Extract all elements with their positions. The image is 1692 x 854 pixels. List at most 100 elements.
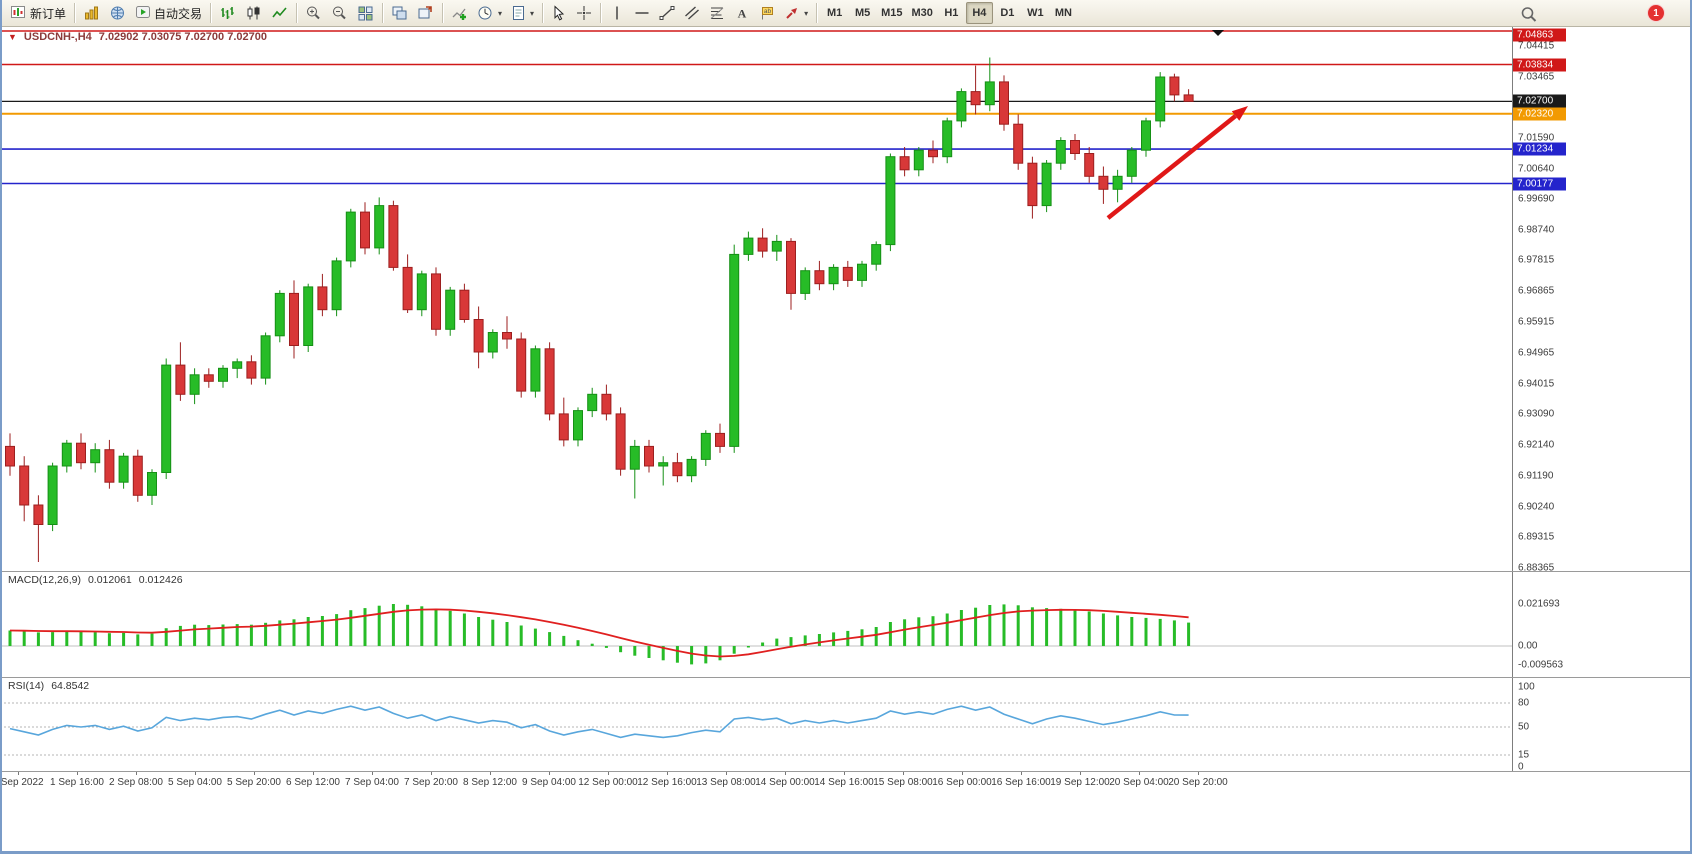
timeframe-button-h1[interactable]: H1 xyxy=(944,7,959,19)
tile-windows-button[interactable] xyxy=(353,2,378,24)
price-tick-label: 6.98740 xyxy=(1518,224,1555,236)
chart-ohlc-values: 7.02902 7.03075 7.02700 7.02700 xyxy=(98,31,267,43)
time-tick xyxy=(372,771,373,775)
autotrading-icon xyxy=(135,4,151,23)
timeframe-button-m5[interactable]: M5 xyxy=(854,7,871,19)
text-icon: A xyxy=(738,7,747,21)
panel-separator[interactable] xyxy=(0,677,1692,678)
price-tick-label: 6.94015 xyxy=(1518,378,1555,390)
cursor-button[interactable] xyxy=(547,2,571,24)
time-tick xyxy=(136,771,137,775)
profiles-button[interactable] xyxy=(105,2,130,24)
price-scale[interactable]: 7.04415 7.03465 7.01590 7.00640 6.99690 6.987… xyxy=(1512,27,1692,773)
price-tick-label: 6.97815 xyxy=(1518,254,1555,266)
chart-menu-icon[interactable]: ▼ xyxy=(8,32,17,42)
window-frame-right xyxy=(1690,0,1692,854)
periods-clock-icon xyxy=(478,6,492,20)
fibonacci-button[interactable] xyxy=(705,2,729,24)
notification-badge[interactable]: 1 xyxy=(1648,5,1664,21)
rsi-value: 64.8542 xyxy=(51,680,90,692)
horizontal-line-button[interactable] xyxy=(630,2,654,24)
timeframe-button-h4[interactable]: H4 xyxy=(965,2,993,24)
zoom-in-button[interactable] xyxy=(301,2,326,24)
chart-title: ▼ USDCNH-,H4 7.02902 7.03075 7.02700 7.0… xyxy=(8,31,267,43)
price-line-tag[interactable]: 7.04863 xyxy=(1513,28,1566,41)
line-chart-icon xyxy=(272,7,287,18)
time-tick xyxy=(667,771,668,775)
time-label: 12 Sep 00:00 xyxy=(578,777,638,788)
price-line-tag[interactable]: 7.00177 xyxy=(1513,177,1566,190)
time-label: 7 Sep 04:00 xyxy=(345,777,399,788)
search-icon xyxy=(1521,6,1537,22)
vertical-line-button[interactable] xyxy=(605,2,629,24)
channel-button[interactable] xyxy=(680,2,704,24)
text-button[interactable]: A xyxy=(730,2,754,24)
price-tick-label: 6.91190 xyxy=(1518,470,1554,482)
new-order-icon xyxy=(10,4,27,23)
new-chart-button[interactable] xyxy=(79,2,104,24)
rsi-tick-label: 80 xyxy=(1518,697,1530,709)
timeframe-button-m15[interactable]: M15 xyxy=(881,7,903,19)
new-order-button[interactable]: 新订单 xyxy=(6,2,70,24)
macd-name: MACD(12,26,9) xyxy=(8,574,81,586)
time-tick xyxy=(195,771,196,775)
time-tick xyxy=(1080,771,1081,775)
time-label: 14 Sep 16:00 xyxy=(814,777,874,788)
time-axis[interactable]: 1 Sep 2022 1 Sep 16:00 2 Sep 08:00 5 Sep 04… xyxy=(0,771,1512,792)
templates-button[interactable]: ▾ xyxy=(507,2,538,24)
rsi-panel-canvas[interactable] xyxy=(0,677,1512,771)
tile-windows-icon xyxy=(358,6,373,21)
toolbar-separator xyxy=(816,3,818,23)
toolbar-separator xyxy=(542,3,544,23)
toolbar-separator xyxy=(442,3,444,23)
bar-chart-button[interactable] xyxy=(215,2,240,24)
time-label: 7 Sep 20:00 xyxy=(404,777,458,788)
macd-label: MACD(12,26,9) 0.012061 0.012426 xyxy=(8,574,183,586)
arrange-windows-button[interactable] xyxy=(387,2,412,24)
line-chart-button[interactable] xyxy=(267,2,292,24)
time-tick xyxy=(962,771,963,775)
price-line-tag[interactable]: 7.02320 xyxy=(1513,107,1566,121)
text-label-button[interactable]: ab xyxy=(755,2,779,24)
indicators-button[interactable] xyxy=(447,2,472,24)
arrows-button[interactable]: ▾ xyxy=(780,2,812,24)
crosshair-button[interactable] xyxy=(572,2,596,24)
trendline-icon xyxy=(659,6,675,20)
vertical-line-icon xyxy=(616,6,618,20)
timeframe-button-d1[interactable]: D1 xyxy=(1000,7,1015,19)
price-tick-label: 7.04415 xyxy=(1518,40,1555,52)
time-label: 5 Sep 20:00 xyxy=(227,777,281,788)
time-label: 6 Sep 12:00 xyxy=(286,777,340,788)
rsi-tick-label: 50 xyxy=(1518,721,1530,733)
candlestick-chart-button[interactable] xyxy=(241,2,266,24)
macd-tick-label: -0.009563 xyxy=(1518,659,1564,670)
trendline-button[interactable] xyxy=(655,2,679,24)
bar-chart-icon xyxy=(221,7,235,19)
time-label: 2 Sep 08:00 xyxy=(109,777,163,788)
window-frame-bottom xyxy=(0,851,1692,854)
price-line-tag[interactable]: 7.03834 xyxy=(1513,58,1566,71)
window-frame-left xyxy=(0,0,2,854)
autotrading-button[interactable]: 自动交易 xyxy=(131,2,206,24)
price-line-tag[interactable]: 7.01234 xyxy=(1513,142,1566,156)
periods-button[interactable]: ▾ xyxy=(473,2,506,24)
timeframe-button-m30[interactable]: M30 xyxy=(911,7,933,19)
timeframe-button-mn[interactable]: MN xyxy=(1054,7,1072,19)
time-label: 16 Sep 16:00 xyxy=(991,777,1051,788)
zoom-out-button[interactable] xyxy=(327,2,352,24)
new-chart-icon xyxy=(85,6,99,20)
price-line-tag[interactable]: 7.02700 xyxy=(1513,94,1566,108)
price-chart-canvas[interactable] xyxy=(0,27,1512,571)
timeframe-button-m1[interactable]: M1 xyxy=(826,7,843,19)
chevron-down-icon: ▾ xyxy=(530,8,535,18)
toolbar-separator xyxy=(74,3,76,23)
rsi-name: RSI(14) xyxy=(8,680,45,692)
macd-panel-canvas[interactable] xyxy=(0,571,1512,677)
cascade-windows-button[interactable] xyxy=(413,2,438,24)
search-button[interactable] xyxy=(1516,3,1542,25)
timeframe-button-w1[interactable]: W1 xyxy=(1027,7,1044,19)
macd-tick-label: 0.00 xyxy=(1518,640,1538,652)
panel-separator[interactable] xyxy=(0,571,1692,572)
svg-text:ab: ab xyxy=(764,8,772,15)
arrange-windows-icon xyxy=(392,6,407,20)
